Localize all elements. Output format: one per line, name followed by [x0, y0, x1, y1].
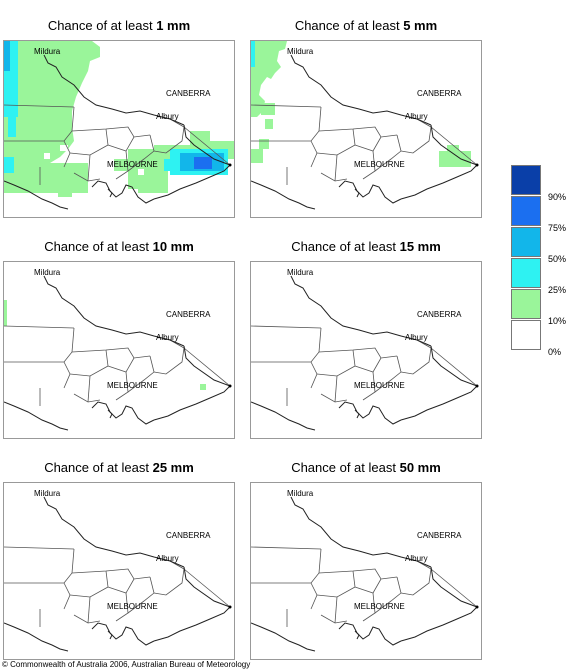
state-border: [251, 496, 478, 652]
state-border: [4, 275, 231, 431]
overlay-25-50: [251, 41, 255, 67]
victoria-outline: [4, 54, 232, 210]
legend-label-25: 25%: [548, 285, 567, 295]
legend-label-0: 0%: [548, 347, 562, 357]
victoria-outline: [4, 496, 232, 652]
city-label-melbourne: MELBOURNE: [107, 602, 158, 611]
city-label-albury: Albury: [156, 554, 179, 563]
cape-marker: [475, 605, 479, 609]
overlay-10-25: [251, 41, 471, 167]
city-label-mildura: Mildura: [34, 47, 61, 56]
city-label-melbourne: MELBOURNE: [107, 381, 158, 390]
victoria-map: Mildura CANBERRA Albury MELBOURNE: [3, 261, 235, 439]
district-boundaries: [4, 325, 231, 406]
state-border: [4, 54, 231, 210]
cape-marker: [475, 384, 479, 388]
victoria-outline: [4, 275, 232, 431]
cape-marker: [228, 163, 232, 167]
city-label-canberra: CANBERRA: [417, 310, 462, 319]
city-label-albury: Albury: [156, 333, 179, 342]
city-label-melbourne: MELBOURNE: [354, 602, 405, 611]
overlay-10-25: [4, 300, 206, 390]
legend-swatch-75-90: [511, 196, 541, 226]
city-label-albury: Albury: [405, 333, 428, 342]
city-label-mildura: Mildura: [287, 268, 314, 277]
district-boundaries: [251, 104, 478, 185]
cape-marker: [228, 384, 232, 388]
city-label-mildura: Mildura: [34, 268, 61, 277]
victoria-map: Mildura CANBERRA Albury MELBOURNE: [3, 40, 235, 218]
panel-title: Chance of at least 15 mm: [291, 239, 441, 254]
copyright-notice: © Commonwealth of Australia 2006, Austra…: [2, 660, 251, 669]
city-label-canberra: CANBERRA: [166, 310, 211, 319]
legend-swatch-50-75: [511, 227, 541, 257]
city-label-mildura: Mildura: [34, 489, 61, 498]
victoria-map: Mildura CANBERRA Albury MELBOURNE: [250, 482, 482, 660]
victoria-map: Mildura CANBERRA Albury MELBOURNE: [3, 482, 235, 660]
victoria-map: Mildura CANBERRA Albury MELBOURNE: [250, 40, 482, 218]
victoria-outline: [251, 54, 479, 210]
city-label-melbourne: MELBOURNE: [107, 160, 158, 169]
city-label-canberra: CANBERRA: [417, 531, 462, 540]
victoria-outline: [251, 496, 479, 652]
state-border: [251, 54, 478, 210]
cape-marker: [228, 605, 232, 609]
city-label-canberra: CANBERRA: [166, 531, 211, 540]
city-label-melbourne: MELBOURNE: [354, 381, 405, 390]
victoria-outline: [251, 275, 479, 431]
legend-label-75: 75%: [548, 223, 567, 233]
legend-swatch-25-50: [511, 258, 541, 288]
city-label-melbourne: MELBOURNE: [354, 160, 405, 169]
panel-title: Chance of at least 5 mm: [294, 18, 438, 33]
rainfall-probability-overlay: [4, 300, 206, 390]
city-label-albury: Albury: [156, 112, 179, 121]
city-label-canberra: CANBERRA: [166, 89, 211, 98]
state-border: [251, 275, 478, 431]
panel-title: Chance of at least 10 mm: [44, 239, 194, 254]
district-boundaries: [251, 546, 478, 627]
city-label-mildura: Mildura: [287, 47, 314, 56]
panel-title: Chance of at least 1 mm: [47, 18, 191, 33]
cape-marker: [475, 163, 479, 167]
district-boundaries: [251, 325, 478, 406]
state-border: [4, 496, 231, 652]
panel-title: Chance of at least 25 mm: [44, 460, 194, 475]
city-label-albury: Albury: [405, 112, 428, 121]
district-boundaries: [4, 104, 231, 185]
legend-label-90: 90%: [548, 192, 567, 202]
legend-swatch-0-10: [511, 320, 541, 350]
rainfall-probability-overlay: [251, 41, 471, 167]
rainfall-probability-overlay: [4, 41, 234, 217]
legend-swatch-90-100: [511, 165, 541, 195]
panel-title: Chance of at least 50 mm: [291, 460, 441, 475]
district-boundaries: [4, 546, 231, 627]
legend-swatch-10-25: [511, 289, 541, 319]
overlay-75-90: [194, 157, 212, 169]
city-label-canberra: CANBERRA: [417, 89, 462, 98]
victoria-map: Mildura CANBERRA Albury MELBOURNE: [250, 261, 482, 439]
city-label-mildura: Mildura: [287, 489, 314, 498]
legend-label-50: 50%: [548, 254, 567, 264]
legend-label-10: 10%: [548, 316, 567, 326]
city-label-albury: Albury: [405, 554, 428, 563]
